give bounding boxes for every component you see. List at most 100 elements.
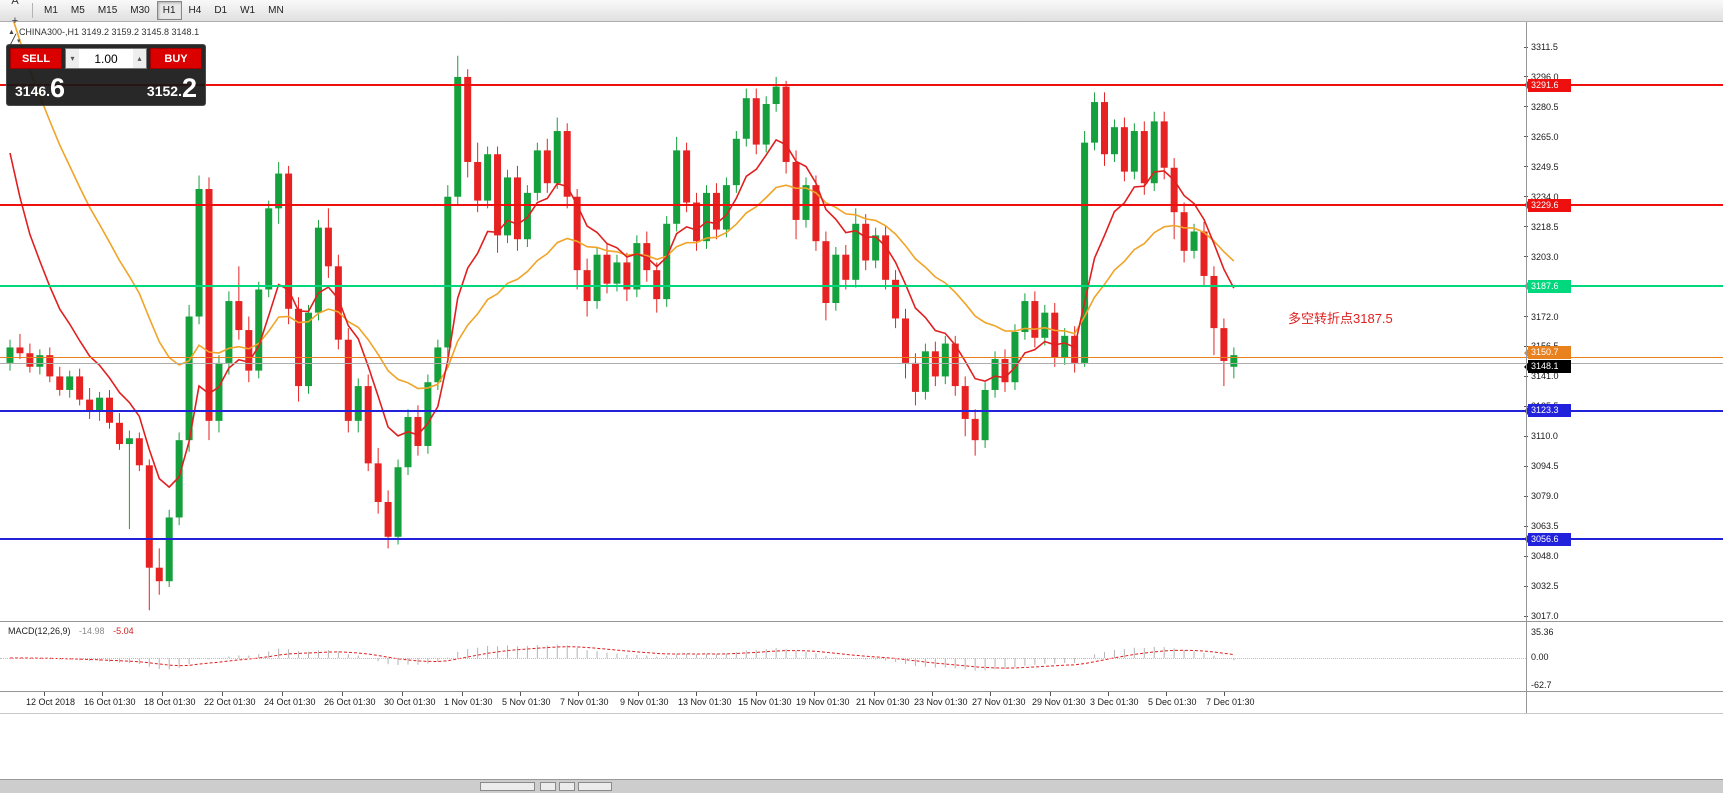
candle-body	[523, 192, 531, 240]
volume-stepper[interactable]: ▾ 1.00 ▴	[65, 48, 147, 69]
macd-zero-line	[0, 658, 1526, 659]
candle-body	[792, 161, 800, 220]
candle-body	[1190, 231, 1198, 251]
candle-body	[1031, 301, 1039, 338]
candle-body	[533, 150, 541, 193]
timeaxis-bottom-border	[0, 713, 1723, 714]
horizontal-level-line[interactable]	[0, 409, 1723, 412]
candle-body	[255, 289, 263, 371]
candle-body	[1081, 142, 1089, 363]
volume-value[interactable]: 1.00	[94, 51, 118, 66]
candle-body	[305, 312, 312, 387]
candle-body	[494, 154, 502, 236]
timeframe-d1[interactable]: D1	[214, 5, 228, 16]
timeframe-mn[interactable]: MN	[268, 5, 284, 16]
candle-body	[543, 150, 551, 184]
price-axis-divider	[1526, 22, 1527, 713]
candle-body	[563, 131, 571, 197]
ma-fast-line	[9, 138, 1235, 489]
candle-body	[86, 399, 94, 412]
horizontal-level-line[interactable]	[0, 84, 1723, 87]
macd-indicator-label: MACD(12,26,9) -14.98 -5.04	[8, 626, 134, 636]
bottom-scrollbar[interactable]	[0, 779, 1723, 793]
candle-body	[1210, 275, 1218, 329]
crosshair-tool[interactable]: +	[11, 14, 19, 27]
candle-body	[165, 517, 173, 582]
text-tool[interactable]: A	[11, 0, 19, 7]
candle-body	[573, 196, 581, 271]
scrollbar-thumb[interactable]	[480, 782, 535, 791]
candle-body	[474, 161, 482, 201]
timeframe-m30[interactable]: M30	[130, 5, 150, 16]
window-tab[interactable]	[540, 782, 556, 791]
draw-tools[interactable]: ╱ ▾	[9, 35, 21, 47]
candle-body	[424, 382, 432, 446]
candle-body	[822, 241, 830, 304]
tool-icons-group: ↖A+╱▾	[4, 0, 27, 51]
candle-body	[354, 386, 362, 421]
horizontal-level-line[interactable]	[0, 538, 1723, 541]
toolbar-separator	[32, 3, 33, 18]
candle-body	[444, 196, 452, 348]
candle-body	[892, 279, 900, 319]
candle-body	[215, 362, 223, 421]
candle-body	[872, 235, 880, 261]
volume-decrease-icon[interactable]: ▾	[66, 49, 79, 68]
macd-timeaxis-divider	[0, 691, 1723, 692]
candle-body	[185, 316, 193, 441]
chart-macd-divider[interactable]	[0, 621, 1723, 622]
candle-body	[414, 416, 422, 446]
timeframe-m1[interactable]: M1	[44, 5, 58, 16]
buy-button[interactable]: BUY	[150, 48, 202, 69]
symbol-ohlc-text: CHINA300-,H1 3149.2 3159.2 3145.8 3148.1	[18, 27, 200, 37]
candle-body	[66, 376, 74, 390]
candle-body	[802, 185, 810, 220]
horizontal-level-line[interactable]	[0, 357, 1723, 359]
candle-body	[334, 266, 342, 340]
candle-body	[812, 185, 820, 242]
candle-body	[633, 243, 641, 290]
candle-body	[921, 351, 929, 392]
candle-body	[1160, 121, 1168, 168]
candle-body	[1230, 355, 1238, 367]
candle-body	[265, 208, 273, 290]
candle-body	[464, 76, 472, 162]
candle-body	[961, 386, 969, 419]
horizontal-level-line[interactable]	[0, 204, 1723, 207]
candle-body	[245, 330, 253, 371]
timeframe-h1[interactable]: H1	[156, 1, 182, 20]
candle-body	[1140, 131, 1148, 184]
candle-body	[125, 438, 133, 445]
candle-body	[1101, 102, 1108, 155]
candle-body	[842, 254, 850, 280]
candle-body	[235, 301, 243, 331]
horizontal-level-line[interactable]	[0, 285, 1723, 288]
candle-body	[205, 189, 213, 421]
sell-button[interactable]: SELL	[10, 48, 62, 69]
macd-signal-value: -5.04	[113, 626, 134, 636]
timeframe-w1[interactable]: W1	[240, 5, 256, 16]
candle-body	[324, 227, 332, 267]
chart-text-annotation: 多空转折点3187.5	[1288, 311, 1393, 326]
window-tab[interactable]	[578, 782, 612, 791]
timeframe-m15[interactable]: M15	[97, 5, 118, 16]
timeframe-h4[interactable]: H4	[188, 5, 202, 16]
window-tab[interactable]	[559, 782, 575, 791]
volume-increase-icon[interactable]: ▴	[133, 49, 146, 68]
candle-body	[882, 235, 890, 280]
buy-price: 3152. 2	[147, 75, 197, 102]
candle-body	[1051, 312, 1059, 358]
timeframe-m5[interactable]: M5	[70, 5, 85, 16]
candle-body	[454, 76, 462, 197]
candle-body	[344, 339, 352, 421]
candle-body	[931, 351, 939, 377]
candle-body	[742, 98, 750, 139]
sell-price: 3146. 6	[15, 75, 65, 102]
candle-body	[653, 270, 661, 300]
ma-slow-line	[9, 9, 1235, 390]
candle-body	[1150, 121, 1158, 184]
candle-body	[26, 353, 34, 367]
candle-body	[703, 192, 710, 242]
